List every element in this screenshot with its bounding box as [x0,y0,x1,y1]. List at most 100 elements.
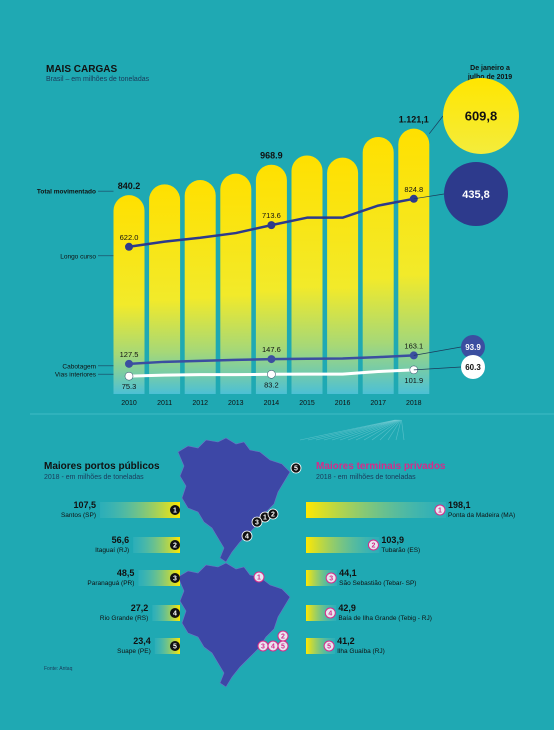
private-name-3: São Sebastião (Tebar- SP) [339,580,416,587]
private-rank-badge-2 [367,539,379,551]
bar-2018 [398,128,430,394]
bar-2015 [291,155,323,394]
map-private-marker-label-3: 3 [261,644,265,651]
series-label-1-2018: 824.8 [404,185,423,194]
public-rank-1: 1 [173,508,177,515]
map-public-marker-3 [251,516,263,528]
map-private-marker-5 [277,640,289,652]
ytd-leader-0 [429,115,444,134]
private-rank-5: 5 [327,644,331,651]
ray-3 [323,419,397,441]
bar-2013 [220,173,252,394]
private-rank-1: 1 [438,508,442,515]
map-public-marker-label-5: 5 [294,466,298,473]
bar-label-2014: 968.9 [260,151,283,161]
series-label-3-2018: 101.9 [404,376,423,385]
legend-3: Vias interiores [55,372,97,379]
ytd-value-2: 93.9 [465,343,481,352]
map-private-marker-label-1: 1 [257,575,261,582]
private-value-5: 41,2 [337,636,355,646]
private-rank-badge-5 [323,640,335,652]
private-rank-2: 2 [371,543,375,550]
series-label-2-2018: 163.1 [404,341,423,350]
source-note: Fonte: Antaq [44,666,73,672]
chart-subtitle: Brasil – em milhões de toneladas [46,76,150,83]
public-rank-badge-2 [170,540,180,550]
public-rank-3: 3 [173,576,177,583]
series-label-2-2014: 147.6 [262,345,281,354]
map-private-marker-label-5: 5 [281,644,285,651]
series-label-1-2014: 713.6 [262,211,281,220]
legend-2: Cabotagem [62,363,96,370]
bar-2012 [184,180,216,394]
ytd-label-line1: De janeiro a [470,65,510,72]
series-point-2-2010 [125,359,133,368]
x-tick-2012: 2012 [192,400,208,407]
private-terminals-subtitle: 2018 - em milhões de toneladas [316,474,416,481]
private-rank-badge-4 [324,607,336,619]
public-value-1: 107,5 [73,500,96,510]
public-name-2: Itaguaí (RJ) [95,547,129,554]
ray-5 [339,419,398,441]
private-name-5: Ilha Guaíba (RJ) [337,648,385,655]
map-public-marker-label-4: 4 [245,534,249,541]
bar-2011 [149,184,181,394]
public-name-4: Rio Grande (RS) [100,615,148,622]
public-ports-title: Maiores portos públicos [44,461,160,472]
public-rank-badge-3 [170,573,180,583]
x-tick-2011: 2011 [157,400,172,407]
ytd-label-line2: julho de 2019 [467,74,513,81]
public-name-1: Santos (SP) [61,512,96,519]
ray-8 [363,419,400,441]
ytd-value-3: 60.3 [465,363,481,372]
series-point-3-2014 [267,370,276,379]
series-label-3-2014: 83.2 [264,380,279,389]
public-value-2: 56,6 [112,535,130,545]
bar-2014 [255,164,287,394]
public-bar-3 [138,570,180,586]
public-rank-badge-5 [170,641,180,651]
bar-2017 [362,136,394,394]
ytd-circle-0 [443,78,519,154]
map-private-marker-1 [253,571,265,583]
ray-4 [331,419,398,441]
ytd-circle-3 [461,355,485,379]
public-rank-badge-1 [170,505,180,515]
private-bar-1 [306,502,446,518]
private-value-2: 103,9 [381,535,404,545]
private-rank-4: 4 [328,611,332,618]
ray-6 [347,419,399,441]
x-tick-2014: 2014 [264,400,280,407]
ytd-value-0: 609,8 [465,109,498,124]
map-public-marker-5 [290,462,302,474]
legend-1: Longo curso [60,253,96,260]
map-public-marker-2 [267,508,279,520]
series-point-2-2014 [267,355,276,364]
series-label-1-2010: 622.0 [120,233,139,242]
public-name-3: Paranaguá (PR) [87,580,134,587]
private-rank-badge-3 [325,572,337,584]
public-name-5: Suape (PE) [117,648,151,655]
ytd-leader-2 [413,346,462,356]
private-value-3: 44,1 [339,568,357,578]
map-public-marker-label-3: 3 [255,520,259,527]
private-name-4: Baía de Ilha Grande (Tebig - RJ) [338,615,432,622]
private-rank-badge-1 [434,504,446,516]
private-bar-2 [306,537,380,553]
series-point-1-2014 [267,221,276,230]
x-tick-2010: 2010 [121,400,137,407]
ray-1 [307,419,396,441]
x-tick-2017: 2017 [370,400,386,407]
x-tick-2016: 2016 [335,400,351,407]
private-value-4: 42,9 [338,603,356,613]
ray-13 [401,419,405,441]
series-point-3-2010 [124,371,134,381]
x-tick-2015: 2015 [299,400,315,407]
ray-2 [315,419,397,441]
private-name-1: Ponta da Madeira (MA) [448,512,515,519]
public-bar-2 [133,537,180,553]
private-rank-3: 3 [329,576,333,583]
map-public-marker-4 [241,530,253,542]
bar-label-2010: 840.2 [118,181,141,191]
series-label-3-2010: 75.3 [122,382,137,391]
